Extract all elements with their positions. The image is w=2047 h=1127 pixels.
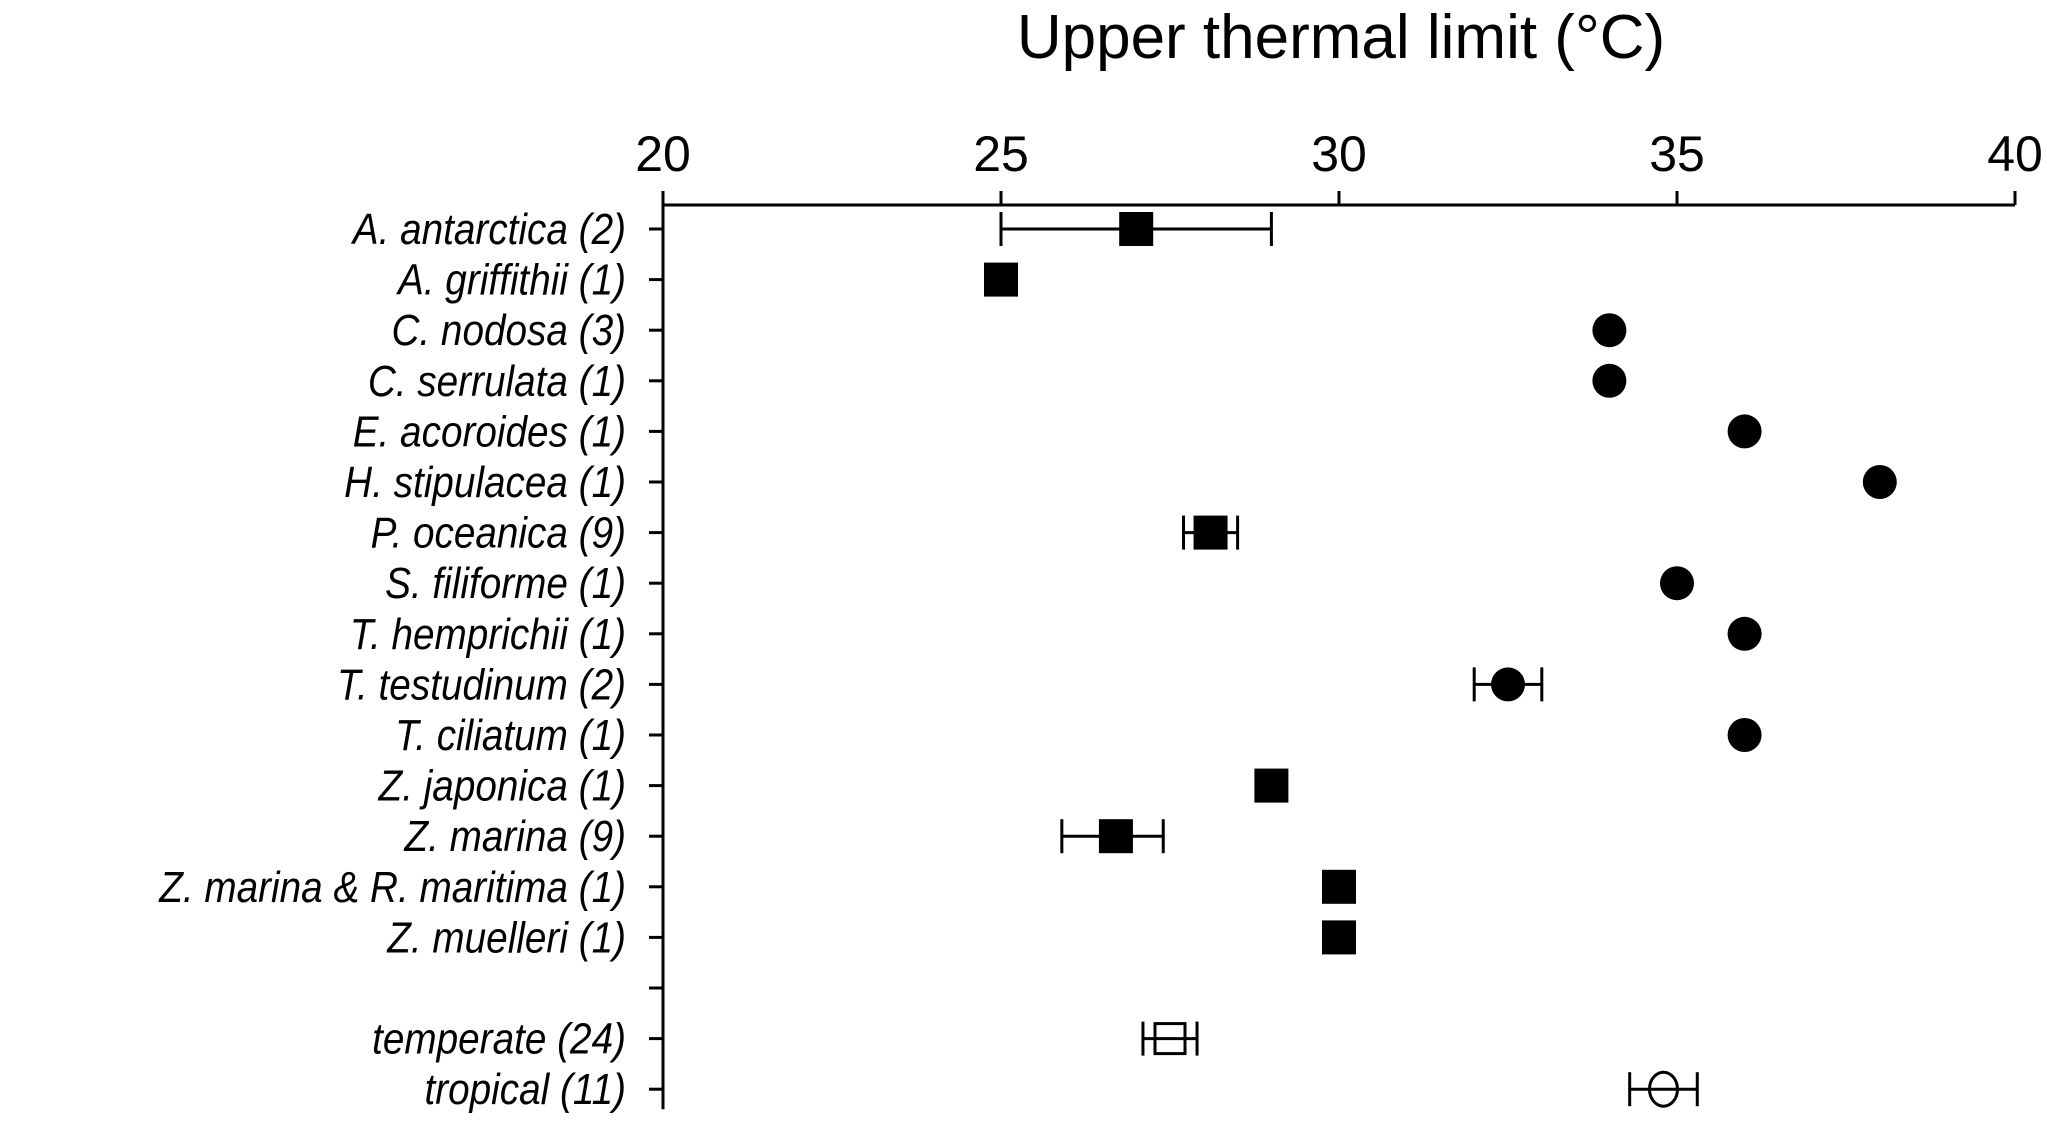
data-point — [1182, 515, 1240, 550]
data-series — [984, 212, 1897, 1108]
category-label: Z. marina & R. maritima (1) — [158, 861, 626, 911]
x-tick-label: 25 — [973, 126, 1029, 182]
filled-circle-marker — [1592, 363, 1627, 398]
data-point — [1592, 313, 1627, 348]
filled-circle-marker — [1727, 616, 1762, 651]
filled-square-marker — [1322, 920, 1356, 955]
data-point — [1141, 1021, 1199, 1056]
y-axis: A. antarctica (2)A. griffithii (1)C. nod… — [158, 204, 665, 1114]
data-point — [1060, 819, 1165, 854]
filled-circle-marker — [1727, 718, 1762, 752]
data-point — [999, 212, 1273, 246]
category-label: A. griffithii (1) — [395, 254, 626, 304]
category-label: T. ciliatum (1) — [395, 710, 626, 760]
data-point — [1254, 768, 1289, 803]
filled-square-marker — [1098, 819, 1133, 854]
x-tick-label: 20 — [635, 126, 691, 182]
data-point — [1727, 616, 1762, 651]
x-axis: 20 25 30 35 40 — [635, 126, 2043, 207]
data-point — [1727, 718, 1762, 752]
category-label: Z. japonica (1) — [378, 760, 626, 810]
filled-square-marker — [1254, 768, 1289, 803]
filled-square-marker — [984, 262, 1018, 297]
data-point — [1322, 920, 1356, 955]
category-label: C. nodosa (3) — [391, 305, 626, 355]
category-label: H. stipulacea (1) — [344, 457, 626, 507]
category-label: Z. marina (9) — [403, 811, 626, 861]
data-point — [1660, 566, 1694, 601]
filled-circle-marker — [1727, 414, 1762, 449]
x-tick-label: 40 — [1987, 126, 2043, 182]
category-label: temperate (24) — [372, 1013, 626, 1063]
data-point — [1592, 363, 1627, 398]
category-label: S. filiforme (1) — [385, 558, 626, 608]
data-point — [1322, 869, 1356, 904]
filled-square-marker — [1119, 212, 1154, 246]
filled-circle-marker — [1491, 667, 1525, 702]
filled-square-marker — [1193, 515, 1228, 550]
category-label: Z. muelleri (1) — [386, 912, 626, 962]
category-label: E. acoroides (1) — [353, 406, 626, 456]
category-label: tropical (11) — [424, 1064, 626, 1114]
category-label: T. testudinum (2) — [337, 659, 626, 709]
filled-square-marker — [1322, 869, 1356, 904]
x-tick-label: 35 — [1649, 126, 1705, 182]
filled-circle-marker — [1660, 566, 1694, 601]
data-point — [1862, 465, 1897, 499]
category-label: T. hemprichii (1) — [350, 608, 626, 658]
category-label: A. antarctica (2) — [350, 204, 626, 254]
category-label: P. oceanica (9) — [371, 507, 626, 557]
category-label: C. serrulata (1) — [368, 355, 626, 405]
data-point — [984, 262, 1018, 297]
open-circle-marker — [1647, 1070, 1679, 1108]
chart-title: Upper thermal limit (°C) — [1017, 3, 1665, 72]
data-point — [1727, 414, 1762, 449]
x-tick-label: 30 — [1311, 126, 1367, 182]
open-square-marker — [1153, 1022, 1187, 1056]
data-point — [1472, 667, 1544, 702]
filled-circle-marker — [1592, 313, 1627, 348]
data-point — [1628, 1070, 1699, 1108]
filled-circle-marker — [1862, 465, 1897, 499]
